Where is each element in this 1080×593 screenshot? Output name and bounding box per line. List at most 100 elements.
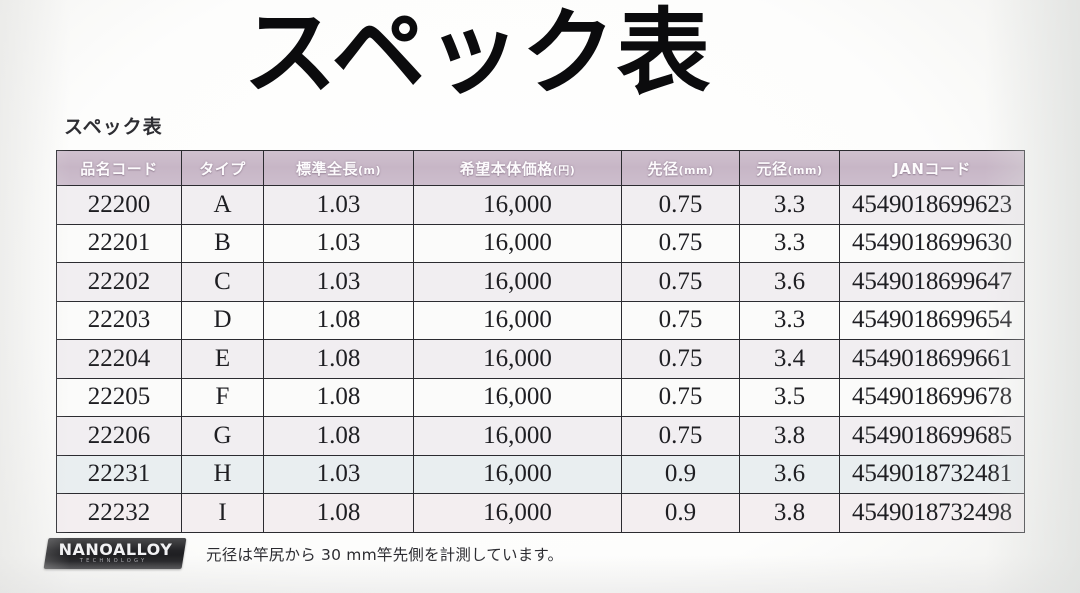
cell-code: 22232 [56,493,182,533]
cell-jan: 4549018699685 [839,416,1025,456]
table-row: 22204 E 1.08 16,000 0.75 3.4 4549018699661 [56,339,1025,379]
cell-tip-diameter: 0.75 [621,416,740,456]
column-header-type: タイプ [181,150,264,186]
cell-length: 1.08 [263,300,414,340]
cell-length: 1.08 [263,377,414,417]
column-header-length-label: 標準全長 [295,159,358,178]
column-header-type-label: タイプ [199,159,246,178]
table-row: 22203 D 1.08 16,000 0.75 3.3 4549018699654 [56,300,1025,340]
column-header-code-label: 品名コード [80,159,158,178]
cell-price: 16,000 [413,185,622,225]
cell-tip-diameter: 0.75 [621,339,740,379]
cell-price: 16,000 [413,300,622,340]
overlay-title: スペック表 [243,0,712,108]
cell-price: 16,000 [413,223,622,263]
cell-type: E [181,339,264,379]
cell-tip-diameter: 0.75 [621,377,740,417]
table-row: 22205 F 1.08 16,000 0.75 3.5 4549018699678 [56,377,1025,417]
cell-code: 22206 [56,416,182,456]
cell-length: 1.03 [263,185,414,225]
cell-butt-diameter: 3.6 [739,454,840,494]
column-header-butt-diameter: 元径(mm) [739,150,840,186]
cell-tip-diameter: 0.75 [621,300,740,340]
cell-butt-diameter: 3.3 [739,223,840,263]
column-header-length-unit: (m) [357,163,382,177]
cell-price: 16,000 [413,454,622,494]
table-row: 22201 B 1.03 16,000 0.75 3.3 4549018699630 [56,223,1025,263]
cell-type: H [181,454,264,494]
column-header-length: 標準全長(m) [263,150,414,186]
cell-jan: 4549018732481 [839,454,1025,494]
cell-code: 22231 [56,454,182,494]
column-header-price-unit: (円) [552,163,576,177]
column-header-tip-unit: (mm) [678,163,714,177]
column-header-tip-label: 先径 [647,159,679,178]
table-row: 22202 C 1.03 16,000 0.75 3.6 4549018699647 [56,262,1025,302]
cell-butt-diameter: 3.8 [739,416,840,456]
cell-code: 22203 [56,300,182,340]
nanoalloy-logo-subtext: TECHNOLOGY [79,558,148,564]
table-row: 22206 G 1.08 16,000 0.75 3.8 4549018699685 [56,416,1025,456]
cell-jan: 4549018732498 [839,493,1025,533]
nanoalloy-logo: NANOALLOY TECHNOLOGY [43,538,187,569]
table-row: 22231 H 1.03 16,000 0.9 3.6 4549018732481 [56,454,1025,494]
table-row: 22200 A 1.03 16,000 0.75 3.3 4549018699623 [56,185,1025,225]
cell-type: C [181,262,264,302]
cell-jan: 4549018699661 [839,339,1025,379]
column-header-jan-label: JANコード [893,159,971,178]
cell-jan: 4549018699647 [839,262,1025,302]
cell-code: 22202 [56,262,182,302]
column-header-jan: JANコード [839,150,1025,186]
cell-butt-diameter: 3.3 [739,300,840,340]
column-header-tip-diameter: 先径(mm) [621,150,740,186]
cell-type: B [181,223,264,263]
cell-length: 1.08 [263,493,414,533]
column-header-price-label: 希望本体価格 [459,159,553,178]
cell-butt-diameter: 3.4 [739,339,840,379]
cell-price: 16,000 [413,416,622,456]
cell-length: 1.08 [263,416,414,456]
cell-tip-diameter: 0.75 [621,185,740,225]
footer: NANOALLOY TECHNOLOGY 元径は竿尻から 30 mm竿先側を計測… [43,538,564,569]
cell-code: 22201 [56,223,182,263]
cell-tip-diameter: 0.9 [621,493,740,533]
cell-code: 22204 [56,339,182,379]
cell-length: 1.03 [263,454,414,494]
spec-table-container: 品名コード タイプ 標準全長(m) 希望本体価格(円) 先径(mm) 元径(mm… [56,150,1025,533]
cell-price: 16,000 [413,377,622,417]
page-caption: スペック表 [64,116,163,138]
table-header-row: 品名コード タイプ 標準全長(m) 希望本体価格(円) 先径(mm) 元径(mm… [56,150,1025,186]
cell-butt-diameter: 3.5 [739,377,840,417]
spec-table-body: 22200 A 1.03 16,000 0.75 3.3 4549018699623 2220… [56,185,1025,533]
cell-length: 1.03 [263,262,414,302]
column-header-code: 品名コード [56,150,182,186]
table-row: 22232 I 1.08 16,000 0.9 3.8 4549018732498 [56,493,1025,533]
cell-code: 22205 [56,377,182,417]
spec-table: 品名コード タイプ 標準全長(m) 希望本体価格(円) 先径(mm) 元径(mm… [56,150,1025,533]
cell-type: G [181,416,264,456]
cell-length: 1.08 [263,339,414,379]
cell-tip-diameter: 0.9 [621,454,740,494]
cell-price: 16,000 [413,339,622,379]
cell-tip-diameter: 0.75 [621,262,740,302]
cell-tip-diameter: 0.75 [621,223,740,263]
cell-code: 22200 [56,185,182,225]
cell-type: I [181,493,264,533]
cell-price: 16,000 [413,262,622,302]
column-header-price: 希望本体価格(円) [413,150,622,186]
cell-type: D [181,300,264,340]
column-header-butt-unit: (mm) [787,163,823,177]
cell-jan: 4549018699654 [839,300,1025,340]
cell-type: F [181,377,264,417]
cell-butt-diameter: 3.3 [739,185,840,225]
cell-jan: 4549018699623 [839,185,1025,225]
cell-price: 16,000 [413,493,622,533]
nanoalloy-logo-wordmark: NANOALLOY [58,540,173,559]
cell-jan: 4549018699678 [839,377,1025,417]
cell-butt-diameter: 3.8 [739,493,840,533]
measurement-footnote: 元径は竿尻から 30 mm竿先側を計測しています。 [206,545,564,564]
cell-butt-diameter: 3.6 [739,262,840,302]
cell-type: A [181,185,264,225]
cell-length: 1.03 [263,223,414,263]
